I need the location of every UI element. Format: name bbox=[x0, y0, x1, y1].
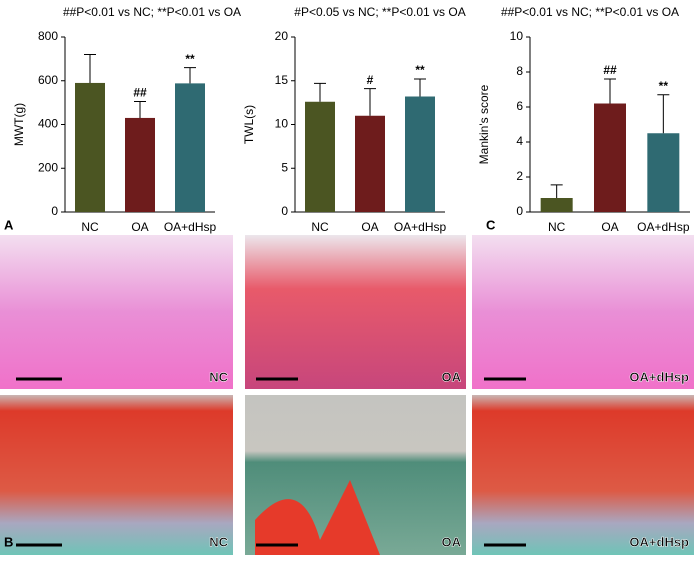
y-tick-label: 8 bbox=[516, 64, 523, 78]
image-label: OA bbox=[442, 534, 462, 549]
chart-title: ##P<0.01 vs NC; **P<0.01 vs OA bbox=[501, 5, 679, 19]
x-tick-label: OA bbox=[601, 220, 618, 234]
significance: # bbox=[367, 73, 374, 87]
y-tick-label: 2 bbox=[516, 169, 523, 183]
y-tick-label: 200 bbox=[38, 160, 58, 174]
x-tick-label: NC bbox=[311, 220, 329, 234]
error-bar bbox=[604, 78, 616, 104]
y-tick-label: 15 bbox=[275, 73, 289, 87]
y-tick-label: 5 bbox=[281, 160, 288, 174]
image bbox=[0, 235, 233, 389]
x-tick-label: OA bbox=[131, 220, 148, 234]
y-tick-label: 600 bbox=[38, 73, 58, 87]
image-detail bbox=[255, 480, 380, 555]
bar bbox=[647, 133, 680, 212]
image-label: NC bbox=[209, 534, 228, 549]
x-tick-label: OA+dHsp bbox=[164, 220, 217, 234]
error-bar bbox=[550, 184, 563, 198]
y-tick-label: 20 bbox=[275, 29, 289, 43]
bar bbox=[355, 115, 385, 212]
image bbox=[472, 235, 694, 389]
significance: ** bbox=[185, 52, 195, 66]
panel-letter: C bbox=[486, 217, 496, 232]
y-tick-label: 6 bbox=[516, 99, 523, 113]
error-bar bbox=[414, 78, 426, 97]
image bbox=[0, 395, 233, 555]
y-tick-label: 800 bbox=[38, 29, 58, 43]
error-bar bbox=[134, 101, 146, 118]
error-bar bbox=[84, 54, 96, 83]
scale-bars bbox=[16, 377, 526, 547]
bar bbox=[125, 117, 155, 212]
image-label: OA+dHsp bbox=[629, 534, 689, 549]
significance: ** bbox=[659, 79, 669, 93]
y-axis-label: MWT(g) bbox=[12, 103, 26, 146]
error-bar bbox=[364, 88, 376, 116]
error-bar bbox=[184, 67, 196, 84]
error-bar bbox=[314, 82, 326, 102]
chart-title: #P<0.05 vs NC; **P<0.01 vs OA bbox=[294, 5, 465, 19]
y-tick-label: 0 bbox=[516, 204, 523, 218]
y-axis-label: Mankin's score bbox=[477, 84, 491, 164]
significance: ** bbox=[415, 63, 425, 77]
x-tick-label: OA bbox=[361, 220, 378, 234]
bar bbox=[540, 198, 573, 212]
significance: ## bbox=[603, 63, 617, 77]
image bbox=[472, 395, 694, 555]
y-tick-label: 10 bbox=[275, 117, 289, 131]
x-tick-label: NC bbox=[548, 220, 566, 234]
y-tick-label: 4 bbox=[516, 134, 523, 148]
bar bbox=[75, 82, 105, 212]
significance: ## bbox=[133, 86, 147, 100]
bar bbox=[305, 101, 335, 212]
y-axis-label: TWL(s) bbox=[242, 105, 256, 144]
image-label: NC bbox=[209, 369, 228, 384]
image bbox=[245, 235, 466, 389]
y-tick-label: 0 bbox=[281, 204, 288, 218]
y-tick-label: 400 bbox=[38, 117, 58, 131]
error-bar bbox=[657, 94, 670, 134]
bar bbox=[175, 83, 205, 212]
y-tick-label: 0 bbox=[51, 204, 58, 218]
image-label: OA+dHsp bbox=[629, 369, 689, 384]
bar bbox=[405, 96, 435, 212]
histology bbox=[0, 235, 694, 555]
bar bbox=[594, 103, 626, 212]
panel-letter: A bbox=[4, 217, 14, 232]
x-tick-label: OA+dHsp bbox=[394, 220, 447, 234]
x-tick-label: OA+dHsp bbox=[637, 220, 690, 234]
image-label: OA bbox=[442, 369, 462, 384]
x-tick-label: NC bbox=[81, 220, 99, 234]
chart-title: ##P<0.01 vs NC; **P<0.01 vs OA bbox=[63, 5, 241, 19]
panel-letter: B bbox=[4, 534, 13, 549]
y-tick-label: 10 bbox=[510, 29, 524, 43]
